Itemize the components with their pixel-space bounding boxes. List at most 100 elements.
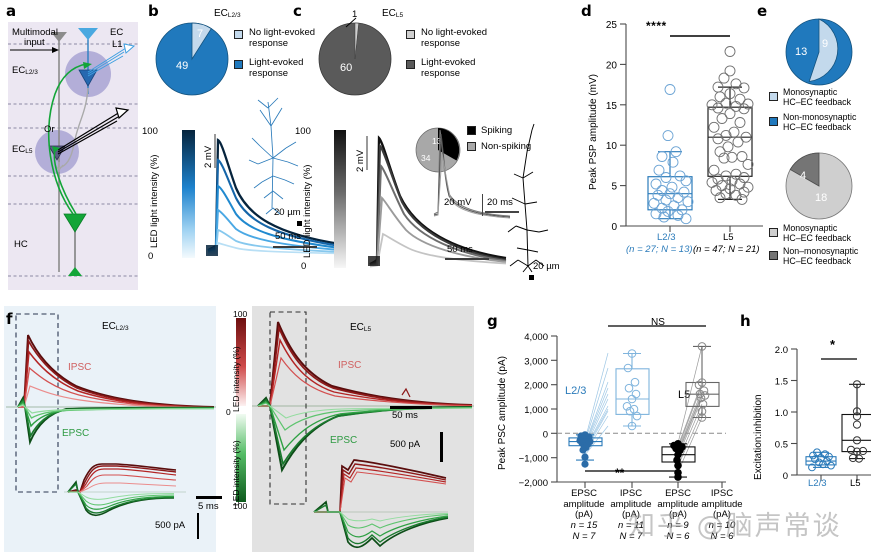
panel-f-colorbar-top-100: 100: [233, 309, 248, 319]
panel-c-pie-value-60: 60: [340, 62, 353, 74]
panel-c-legend-swatch-response: [406, 60, 415, 69]
panel-d-significance: ****: [646, 19, 667, 33]
panel-h-y-axis-label: Excitation:inhibition: [753, 394, 764, 480]
panel-f-left-current-scalebar-label: 500 pA: [155, 520, 186, 531]
panel-e-legend-top-label-nonmono: Non-monosynaptic HC–EC feedback: [783, 112, 857, 132]
panel-c-inset-legend-label-spiking: Spiking: [481, 125, 513, 136]
panel-c-inset-value-34: 34: [421, 153, 431, 163]
panel-d-xlabel-l23: L2/3: [657, 232, 676, 243]
panel-c-inset-time-scalebar: [485, 211, 519, 213]
panel-h-significance: *: [830, 337, 836, 352]
panel-h-label: h: [740, 312, 751, 330]
panel-a-label: a: [6, 2, 17, 20]
panel-g-xlabel-1: EPSC amplitude (pA) n = 15 N = 7: [563, 488, 605, 542]
multimodal-input-label-line2: input: [24, 37, 45, 48]
panel-g-xlabel-2: IPSC amplitude (pA) n = 11 N = 7: [610, 488, 652, 542]
panel-h-xlabel-l5: L5: [850, 478, 861, 489]
panel-b-legend-swatch-response: [234, 60, 243, 69]
panel-c-legend-label-no-response: No light-evoked response: [421, 27, 488, 49]
panel-f-right-time-scalebar-label: 50 ms: [392, 410, 418, 421]
ec-l23-label: ECL2/3: [12, 65, 38, 77]
panel-b-pie-value-7: 7: [197, 28, 204, 40]
panel-d-label: d: [581, 2, 592, 20]
panel-e-legend-bottom-swatch-mono: [769, 228, 778, 237]
panel-d-y-axis-label: Peak PSP amplitude (mV): [588, 74, 599, 190]
svg-text:0: 0: [611, 222, 617, 233]
panel-b-legend-swatch-no-response: [234, 30, 243, 39]
panel-f-right-current-scalebar: [440, 432, 443, 462]
or-label: Or: [44, 124, 55, 135]
panel-g-group-label-l23: L2/3: [565, 385, 587, 397]
svg-text:−1,000: −1,000: [519, 454, 548, 465]
panel-f-left-background: [4, 306, 216, 552]
panel-f-colorbar: [236, 318, 246, 502]
panel-b-led-colorbar: [182, 130, 195, 258]
panel-h-boxplot: 2.0 1.5 1.0 0.5 0: [775, 345, 871, 482]
panel-c-time-scalebar: [445, 258, 489, 260]
panel-c-pie-chart: [318, 22, 392, 96]
panel-f-left-traces: [6, 313, 216, 517]
panel-b-time-scalebar-label: 50 ms: [275, 231, 301, 242]
svg-text:0: 0: [783, 471, 788, 482]
svg-text:5: 5: [611, 182, 617, 193]
panel-e-pie-top: [785, 18, 853, 86]
panel-c-pie-leader-line: [345, 17, 357, 28]
svg-text:20: 20: [606, 60, 618, 71]
panel-c-neuron-morphology: [507, 123, 549, 273]
panel-g-significance-top: NS: [651, 317, 665, 328]
panel-f-left-time-scalebar: [196, 496, 222, 499]
panel-d-boxplot: 25 20 15 10 5 0: [606, 20, 763, 233]
panel-b-voltage-scalebar: [214, 134, 216, 168]
panel-c-title: ECL5: [382, 8, 404, 20]
panel-c-inset-time-label: 20 ms: [487, 197, 513, 208]
svg-text:−2,000: −2,000: [519, 478, 548, 489]
panel-e-legend-bottom-label-mono: Monosynaptic HC–EC feedback: [783, 223, 851, 243]
panel-f-colorbar-label-top: LED intensity (%): [231, 346, 241, 412]
svg-text:1,000: 1,000: [524, 405, 548, 416]
panel-c-inset-value-13: 13: [432, 136, 442, 146]
panel-f-right-traces: [252, 311, 474, 549]
panel-g-label: g: [487, 312, 498, 330]
svg-text:10: 10: [606, 141, 618, 152]
panel-e-pie-bottom-value-4: 4: [800, 170, 807, 182]
panel-b-y-top-label: 100: [142, 126, 158, 137]
panel-c-y-bottom-label: 0: [301, 261, 307, 272]
svg-text:0.5: 0.5: [775, 440, 788, 451]
panel-f-colorbar-label-bottom: LED intensity (%): [231, 440, 241, 506]
panel-c-traces: [368, 135, 507, 268]
panel-e-legend-top-label-mono: Monosynaptic HC–EC feedback: [783, 87, 851, 107]
ec-l1-label: L1: [112, 39, 123, 50]
panel-c-led-colorbar: [334, 130, 346, 268]
panel-c-inset-voltage-scalebar: [482, 194, 484, 216]
panel-g-significance-bottom: **: [615, 466, 625, 480]
panel-e-pie-bottom: [785, 152, 853, 220]
panel-c-inset-legend-label-nonspiking: Non-spiking: [481, 141, 532, 152]
panel-b-y-axis-label: LED light intensity (%): [149, 154, 160, 248]
svg-text:1.0: 1.0: [775, 408, 788, 419]
panel-b-pie-chart: [155, 22, 229, 96]
panel-c-y-axis-label: LED light intensity (%): [302, 164, 313, 258]
panel-e-label: e: [757, 2, 768, 20]
panel-c-morphology-scale-square: [529, 275, 534, 280]
panel-b-neuron-morphology: [248, 97, 299, 215]
panel-g-y-axis-label: Peak PSC amplitude (pA): [497, 356, 508, 470]
panel-c-pie-value-1: 1: [352, 9, 358, 20]
panel-c-time-scalebar-label: 50 ms: [447, 244, 473, 255]
panel-d-xlabel-l5: L5: [723, 232, 734, 243]
panel-b-label: b: [148, 2, 159, 20]
panel-f-right-ipsc-label: IPSC: [338, 360, 362, 371]
svg-text:0: 0: [543, 429, 548, 440]
panel-d-n-label-l5: (n = 47; N = 21): [693, 244, 760, 255]
panel-c-label: c: [293, 2, 302, 20]
ec-l5-label: ECL5: [12, 144, 33, 156]
panel-g-xlabel-3: EPSC amplitude (pA) n = 9 N = 6: [657, 488, 699, 542]
panel-e-pie-top-value-9: 9: [822, 38, 829, 50]
panel-b-pie-value-49: 49: [176, 60, 189, 72]
panel-f-right-title: ECL5: [350, 322, 372, 334]
hc-label: HC: [14, 239, 28, 250]
panel-g-boxplot: 4,000 3,000 2,000 1,000 0 −1,000 −2,000: [519, 325, 726, 489]
svg-text:15: 15: [606, 101, 618, 112]
svg-text:3,000: 3,000: [524, 356, 548, 367]
svg-text:4,000: 4,000: [524, 332, 548, 343]
panel-c-legend-swatch-no-response: [406, 30, 415, 39]
